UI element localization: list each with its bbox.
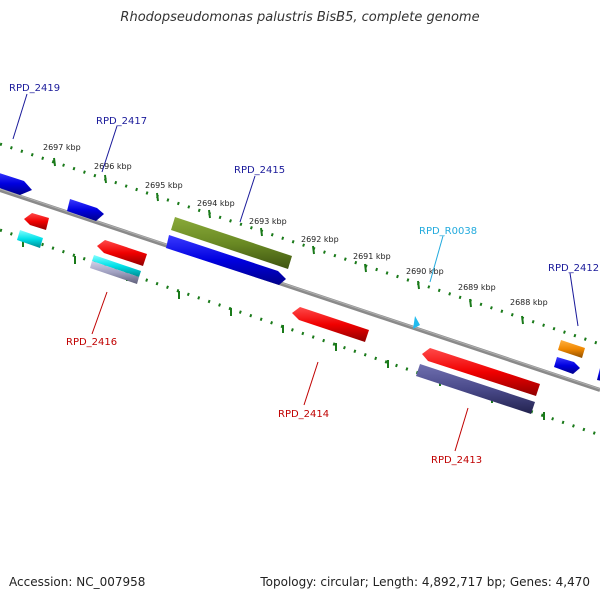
outer-major-tick (53, 157, 56, 167)
outer-major-tick (364, 263, 367, 273)
gene-cyan-left[interactable] (17, 230, 43, 248)
outer-major-tick (521, 315, 524, 325)
gene-label-rpd-2412[interactable]: RPD_2412 (548, 263, 599, 274)
tick-label: 2695 kbp (145, 181, 183, 190)
outer-major-tick (417, 280, 420, 290)
gene-rpd-2416-cyan[interactable] (92, 255, 141, 277)
gene-rpd-r0038[interactable] (413, 316, 420, 329)
tick-label: 2688 kbp (510, 298, 548, 307)
gene-label-rpd-2419[interactable]: RPD_2419 (9, 83, 60, 94)
tick-label: 2696 kbp (94, 162, 132, 171)
gene-label-rpd-2416[interactable]: RPD_2416 (66, 337, 117, 348)
genome-summary-text: Topology: circular; Length: 4,892,717 bp… (260, 575, 590, 589)
connector-rpd-r0038 (429, 235, 444, 283)
gene-rpd-2412-orange[interactable] (558, 340, 585, 358)
outer-major-tick (104, 174, 107, 184)
connector-rpd-2417 (101, 125, 118, 173)
tick-labels: 2697 kbp 2696 kbp 2695 kbp 2694 kbp 2693… (43, 143, 548, 307)
tick-label: 2693 kbp (249, 217, 287, 226)
tick-label: 2690 kbp (406, 267, 444, 276)
gene-arrow-rpd-2419[interactable] (0, 172, 32, 195)
gene-label-rpd-r0038[interactable]: RPD_R0038 (419, 226, 477, 237)
gene-arrow-rpd-2415-blue[interactable] (166, 235, 286, 285)
connector-rpd-2414 (303, 361, 319, 406)
connector-rpd-2419 (12, 93, 28, 140)
gene-label-rpd-2414[interactable]: RPD_2414 (278, 409, 329, 420)
gene-rpd-2416-grey[interactable] (90, 261, 139, 284)
gene-rpd-2413-navy[interactable] (416, 364, 535, 414)
connector-rpd-2413 (454, 407, 469, 452)
gene-labels: RPD_2419 RPD_2417 RPD_2415 RPD_R0038 RPD… (9, 83, 599, 466)
forward-genes (0, 172, 600, 382)
outer-major-tick (208, 209, 211, 219)
tick-label: 2694 kbp (197, 199, 235, 208)
label-connectors (12, 93, 579, 452)
connector-rpd-2415 (239, 175, 256, 223)
gene-arrow-rpd-2417[interactable] (67, 199, 104, 221)
genome-backbone (0, 188, 600, 392)
tick-label: 2697 kbp (43, 143, 81, 152)
accession-text: Accession: NC_007958 (9, 575, 146, 589)
gene-arrow-small-red[interactable] (24, 213, 49, 230)
tick-label: 2689 kbp (458, 283, 496, 292)
gene-arrow-edge-blue[interactable] (597, 368, 600, 382)
gene-arrow-rpd-2412-blue[interactable] (554, 357, 580, 374)
outer-major-tick (469, 298, 472, 308)
tick-label: 2691 kbp (353, 252, 391, 261)
gene-rpd-2415-olive[interactable] (171, 217, 292, 269)
gene-arrow-rpd-2413-red[interactable] (422, 348, 540, 396)
map-title: Rhodopseudomonas palustris BisB5, comple… (120, 10, 480, 25)
connector-rpd-2412 (569, 272, 579, 327)
gene-arrow-rpd-2414[interactable] (292, 307, 369, 342)
reverse-genes (17, 213, 540, 414)
outer-major-tick (312, 245, 315, 255)
tick-label: 2692 kbp (301, 235, 339, 244)
gene-label-rpd-2413[interactable]: RPD_2413 (431, 455, 482, 466)
outer-major-tick (156, 192, 159, 202)
gene-label-rpd-2417[interactable]: RPD_2417 (96, 116, 147, 127)
outer-major-tick (260, 227, 263, 237)
connector-rpd-2416 (91, 291, 108, 335)
genome-backbone-highlight (0, 188, 600, 390)
gene-arrow-rpd-2416-red[interactable] (97, 240, 147, 266)
gene-label-rpd-2415[interactable]: RPD_2415 (234, 165, 285, 176)
